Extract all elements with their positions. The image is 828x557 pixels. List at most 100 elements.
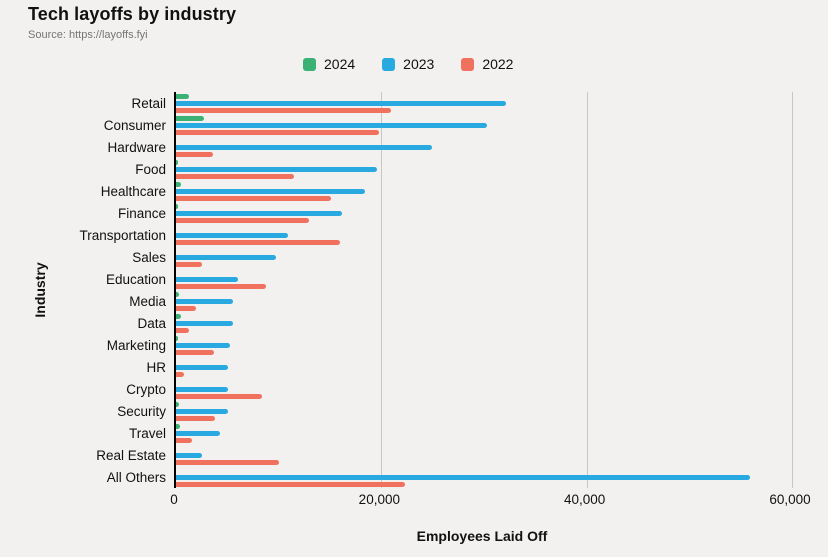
bar-2022-hardware [176,151,213,157]
bar-2024-media [176,291,179,297]
bar-2023-consumer [176,122,488,128]
bar-2024-marketing [176,335,179,341]
bar-2022-crypto [176,393,263,399]
legend: 2024 2023 2022 [303,56,513,72]
x-tick-label-40000: 40,000 [564,492,606,507]
bar-2024-healthcare [176,181,181,187]
category-label-food: Food [135,161,166,177]
category-label-media: Media [129,293,166,309]
bar-chart: Retail Consumer Hardware Food Healthcare Fina… [28,92,793,488]
category-label-crypto: Crypto [126,381,166,397]
bar-group-food [176,158,792,180]
bar-2022-education [176,283,267,289]
bar-2024-data [176,313,181,319]
bar-2024-consumer [176,115,204,121]
bar-2023-data [176,320,234,326]
bar-2022-consumer [176,129,380,135]
bar-group-real-estate [176,444,792,466]
category-label-healthcare: Healthcare [100,183,166,199]
x-tick-label-60000: 60,000 [769,492,811,507]
y-axis-title: Industry [32,262,48,318]
bar-group-crypto [176,378,792,400]
bar-group-finance [176,202,792,224]
bar-2023-crypto [176,386,229,392]
category-label-marketing: Marketing [106,337,166,353]
bar-2022-security [176,415,215,421]
category-label-data: Data [137,315,166,331]
bar-2022-media [176,305,196,311]
legend-swatch-2023 [382,57,396,71]
bar-group-education [176,268,792,290]
bar-2023-retail [176,100,506,106]
bar-2023-marketing [176,342,231,348]
legend-label-2022: 2022 [482,56,514,72]
x-axis-ticks: 0 20,000 40,000 60,000 [170,492,810,508]
bar-2022-sales [176,261,202,267]
legend-item-2023[interactable]: 2023 [382,56,434,72]
category-label-transportation: Transportation [79,227,166,243]
legend-label-2023: 2023 [403,56,435,72]
bar-group-healthcare [176,180,792,202]
bars-container [176,92,792,488]
bar-2023-sales [176,254,276,260]
bar-2023-transportation [176,232,288,238]
bar-2022-hr [176,371,185,377]
bar-2024-security [176,401,179,407]
bar-2023-hr [176,364,229,370]
legend-label-2024: 2024 [324,56,356,72]
bar-2023-healthcare [176,188,365,194]
bar-2022-travel [176,437,193,443]
bar-group-hardware [176,136,792,158]
bar-2023-hardware [176,144,432,150]
x-tick-label-20000: 20,000 [358,492,400,507]
bar-group-transportation [176,224,792,246]
bar-2022-all-others [176,481,405,487]
chart-title: Tech layoffs by industry [28,4,237,24]
gridline-20000 [381,92,383,488]
category-label-travel: Travel [128,425,166,441]
bar-2023-finance [176,210,343,216]
bar-2024-travel [176,423,181,429]
bar-2022-finance [176,217,310,223]
x-axis-title: Employees Laid Off [416,528,548,544]
category-labels: Retail Consumer Hardware Food Healthcare Fina… [28,92,174,488]
plot-area [174,92,793,488]
category-label-sales: Sales [132,249,166,265]
bar-2024-retail [176,93,190,99]
bar-group-consumer [176,114,792,136]
gridline-60000 [792,92,793,488]
bar-group-media [176,290,792,312]
gridline-40000 [586,92,588,488]
category-label-hr: HR [146,359,167,375]
bar-group-hr [176,356,792,378]
legend-item-2024[interactable]: 2024 [303,56,355,72]
category-label-finance: Finance [117,205,166,221]
category-label-hardware: Hardware [107,139,166,155]
chart-source: Source: https://layoffs.fyi [28,29,148,41]
category-label-retail: Retail [131,95,166,111]
bar-2023-all-others [176,474,750,480]
bar-2022-transportation [176,239,341,245]
bar-2023-food [176,166,378,172]
bar-group-sales [176,246,792,268]
legend-swatch-2024 [303,57,316,71]
bar-group-all-others [176,466,792,488]
bar-group-marketing [176,334,792,356]
category-label-education: Education [105,271,166,287]
bar-2023-education [176,276,238,282]
category-label-all-others: All Others [106,469,166,485]
bar-2024-finance [176,203,178,209]
bar-2023-security [176,408,229,414]
bar-group-travel [176,422,792,444]
bar-2022-healthcare [176,195,332,201]
category-label-consumer: Consumer [103,117,166,133]
bar-2023-travel [176,430,221,436]
bar-2024-food [176,159,179,165]
category-label-real-estate: Real Estate [96,447,166,463]
bar-2022-marketing [176,349,214,355]
bar-2022-real-estate [176,459,279,465]
bar-group-retail [176,92,792,114]
category-label-security: Security [117,403,166,419]
legend-item-2022[interactable]: 2022 [461,56,513,72]
